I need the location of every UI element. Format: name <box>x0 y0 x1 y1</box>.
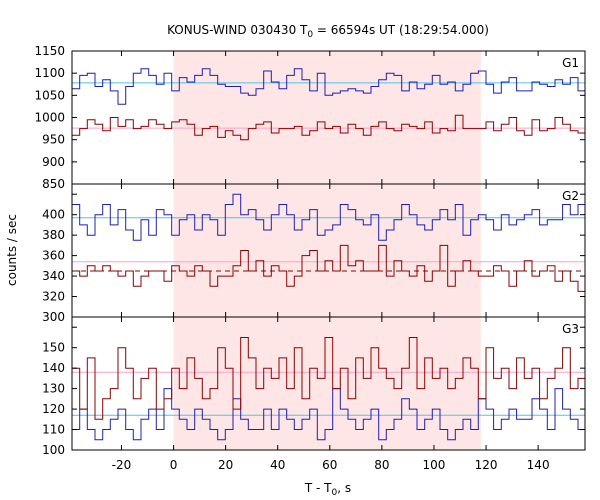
panel-label-g2: G2 <box>562 189 579 203</box>
x-axis-label-main: T - T <box>304 481 332 495</box>
panel-label-g1: G1 <box>562 56 579 70</box>
y-tick-label-g3: 100 <box>42 443 65 457</box>
y-tick-label-g2: 360 <box>42 249 65 263</box>
y-tick-label-g2: 300 <box>42 310 65 324</box>
y-axis-label: counts / sec <box>5 214 19 286</box>
y-tick-label-g1: 950 <box>42 133 65 147</box>
y-tick-label-g2: 380 <box>42 228 65 242</box>
x-tick-label: -20 <box>112 458 132 472</box>
panel-frame-g3 <box>71 316 586 451</box>
y-tick-label-g2: 400 <box>42 208 65 222</box>
chart-title-main: KONUS-WIND 030430 T <box>167 23 308 37</box>
x-tick-label: 120 <box>475 458 498 472</box>
y-tick-label-g3: 120 <box>42 402 65 416</box>
chart-title-rest: = 66594s UT (18:29:54.000) <box>313 23 489 37</box>
x-tick-label: 40 <box>270 458 285 472</box>
x-axis-label-subscript: 0 <box>332 488 338 498</box>
y-tick-label-g1: 1100 <box>34 66 65 80</box>
highlight-interval <box>173 51 481 450</box>
y-tick-label-g2: 320 <box>42 290 65 304</box>
highlight-layer <box>173 51 481 450</box>
y-tick-label-g1: 1050 <box>34 88 65 102</box>
series-layer <box>72 68 586 441</box>
x-tick-label: 100 <box>423 458 446 472</box>
y-tick-label-g1: 1150 <box>34 44 65 58</box>
ticks-layer <box>72 50 585 451</box>
series-g1-red <box>72 114 586 153</box>
x-tick-label: 140 <box>527 458 550 472</box>
series-g2-red <box>72 244 586 292</box>
series-g3-red <box>72 337 586 420</box>
series-g1-blue <box>72 68 586 105</box>
x-axis-label-rest: , s <box>337 481 351 495</box>
y-tick-label-g3: 110 <box>42 423 65 437</box>
y-tick-label-g3: 140 <box>42 361 65 375</box>
x-tick-label: 60 <box>322 458 337 472</box>
y-tick-label-g1: 850 <box>42 177 65 191</box>
x-tick-label: 0 <box>170 458 178 472</box>
panel-label-g3: G3 <box>562 322 579 336</box>
chart-title: KONUS-WIND 030430 T0 = 66594s UT (18:29:… <box>167 23 489 40</box>
labels-layer: G18509009501000105011001150G230032034036… <box>34 44 579 472</box>
y-tick-label-g2: 340 <box>42 269 65 283</box>
series-g2-blue <box>72 193 586 241</box>
x-tick-label: 20 <box>218 458 233 472</box>
y-tick-label-g3: 150 <box>42 341 65 355</box>
x-axis-label: T - T0, s <box>304 481 351 498</box>
x-tick-label: 80 <box>374 458 389 472</box>
y-tick-label-g3: 130 <box>42 382 65 396</box>
chart-title-subscript: 0 <box>307 30 313 40</box>
y-tick-label-g1: 900 <box>42 155 65 169</box>
y-tick-label-g1: 1000 <box>34 111 65 125</box>
